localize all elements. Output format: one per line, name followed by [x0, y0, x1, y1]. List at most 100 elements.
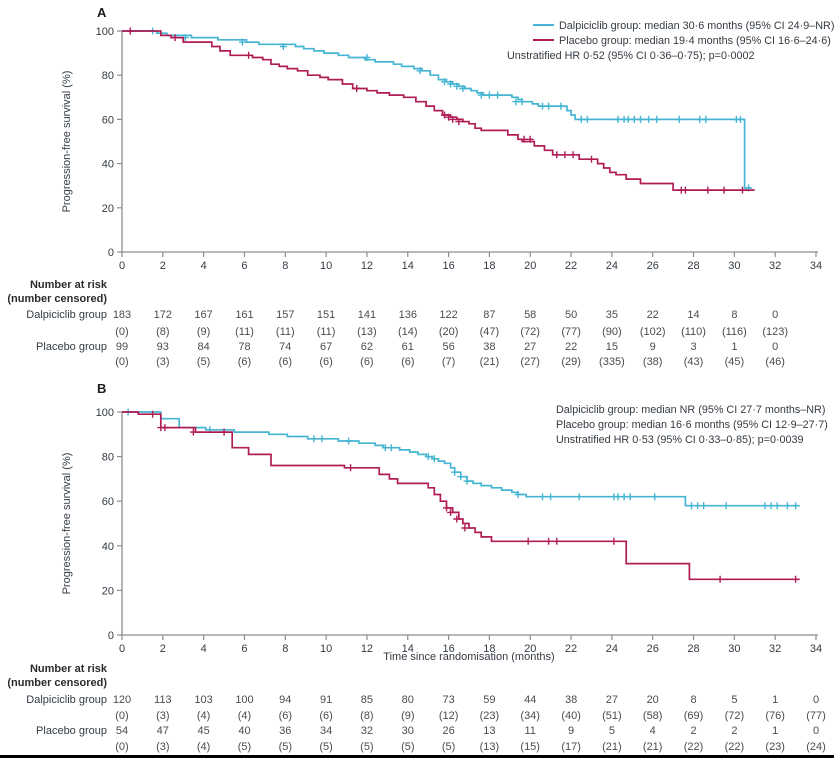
hr-annotation: Unstratified HR 0·52 (95% CI 0·36–0·75);… — [507, 50, 755, 62]
censor-mark-dalpiciclib — [737, 115, 744, 123]
risk-cell-n: 0 — [772, 309, 779, 321]
risk-cell-censored: (13) — [479, 741, 500, 753]
risk-cell-censored: (21) — [602, 741, 622, 753]
censor-mark-placebo — [453, 515, 461, 523]
censor-mark-placebo — [588, 155, 595, 163]
risk-cell-censored: (11) — [275, 326, 295, 338]
risk-cell-n: 36 — [279, 725, 292, 737]
risk-cell-n: 56 — [442, 341, 455, 353]
risk-cell-n: 172 — [153, 309, 172, 321]
risk-cell-n: 59 — [483, 694, 496, 706]
risk-cell-censored: (102) — [639, 326, 666, 338]
censor-mark-dalpiciclib — [637, 115, 644, 123]
censor-mark-dalpiciclib — [577, 115, 585, 123]
svg-text:18: 18 — [483, 643, 495, 655]
risk-cell-n: 15 — [605, 341, 619, 353]
risk-cell-n: 9 — [568, 725, 575, 737]
censor-mark-dalpiciclib — [539, 102, 546, 110]
censor-mark-placebo — [569, 151, 577, 159]
censor-mark-dalpiciclib — [310, 435, 318, 443]
legend-item: Placebo group: median 19·4 months (95% C… — [533, 34, 834, 49]
svg-text:100: 100 — [96, 26, 114, 38]
risk-cell-censored: (69) — [683, 710, 704, 722]
censor-mark-placebo — [245, 51, 253, 59]
svg-text:20: 20 — [524, 260, 536, 272]
risk-cell-n: 183 — [112, 309, 132, 321]
risk-cell-n: 47 — [156, 725, 169, 737]
censor-mark-placebo — [716, 575, 724, 583]
risk-cell-censored: (20) — [438, 326, 459, 338]
risk-cell-n: 5 — [731, 694, 738, 706]
censor-mark-dalpiciclib — [630, 115, 638, 123]
risk-cell-censored: (0) — [115, 356, 129, 368]
svg-text:30: 30 — [728, 260, 740, 272]
risk-cell-n: 2 — [731, 725, 738, 737]
censor-mark-dalpiciclib — [453, 82, 461, 90]
svg-text:16: 16 — [442, 260, 454, 272]
risk-cell-censored: (21) — [479, 356, 500, 368]
censor-mark-dalpiciclib — [783, 502, 791, 510]
svg-text:8: 8 — [282, 260, 288, 272]
censor-mark-placebo — [161, 424, 169, 432]
censor-mark-placebo — [443, 504, 450, 512]
svg-text:20: 20 — [524, 643, 536, 655]
risk-cell-censored: (5) — [360, 741, 374, 753]
censor-mark-placebo — [704, 186, 712, 194]
censor-mark-placebo — [792, 575, 800, 583]
censor-mark-dalpiciclib — [645, 115, 653, 123]
risk-cell-censored: (14) — [398, 326, 418, 338]
censor-mark-dalpiciclib — [792, 502, 800, 510]
risk-cell-n: 35 — [605, 309, 619, 321]
risk-cell-censored: (23) — [479, 710, 500, 722]
censor-mark-placebo — [610, 537, 618, 545]
risk-cell-censored: (72) — [724, 710, 745, 722]
censor-mark-placebo — [739, 186, 746, 194]
censor-mark-dalpiciclib — [700, 502, 708, 510]
risk-cell-n: 8 — [690, 694, 697, 706]
risk-cell-censored: (45) — [724, 356, 745, 368]
risk-cell-n: 80 — [401, 694, 414, 706]
risk-cell-censored: (17) — [561, 741, 581, 753]
risk-cell-n: 67 — [319, 341, 333, 353]
risk-cell-censored: (9) — [196, 326, 211, 338]
svg-text:24: 24 — [606, 260, 618, 272]
risk-cell-censored: (0) — [115, 741, 129, 753]
censor-mark-dalpiciclib — [447, 80, 455, 88]
risk-cell-censored: (5) — [237, 741, 252, 753]
risk-cell-censored: (5) — [441, 741, 456, 753]
risk-header-line1: Number at risk — [29, 663, 107, 675]
censor-mark-placebo — [526, 135, 534, 143]
risk-row-label-placebo: Placebo group — [36, 341, 107, 353]
risk-cell-n: 1 — [772, 725, 779, 737]
censor-mark-dalpiciclib — [626, 493, 634, 501]
risk-header-line2: (number censored) — [7, 677, 107, 689]
svg-text:0: 0 — [119, 260, 125, 272]
risk-cell-censored: (90) — [602, 326, 622, 338]
svg-text:24: 24 — [606, 643, 618, 655]
risk-cell-censored: (72) — [520, 326, 540, 338]
censor-mark-placebo — [353, 85, 361, 92]
risk-cell-n: 27 — [605, 694, 619, 706]
svg-text:80: 80 — [102, 70, 114, 82]
censor-mark-dalpiciclib — [614, 493, 622, 501]
risk-cell-censored: (47) — [479, 326, 500, 338]
risk-cell-censored: (12) — [438, 710, 459, 722]
risk-cell-n: 22 — [646, 309, 659, 321]
placebo-line-swatch-icon — [533, 39, 554, 41]
risk-cell-censored: (6) — [278, 356, 293, 368]
svg-text:60: 60 — [102, 496, 114, 508]
risk-cell-censored: (22) — [724, 741, 745, 753]
svg-text:4: 4 — [201, 643, 207, 655]
risk-cell-censored: (8) — [360, 710, 374, 722]
risk-cell-n: 3 — [690, 341, 697, 353]
risk-cell-n: 38 — [483, 341, 496, 353]
risk-cell-censored: (0) — [115, 326, 129, 338]
svg-text:40: 40 — [102, 541, 114, 553]
y-axis-title: Progression-free survival (%) — [61, 71, 73, 213]
legend-text-placebo: Placebo group: median 19·4 months (95% C… — [559, 35, 831, 47]
censor-mark-dalpiciclib — [512, 98, 520, 106]
risk-cell-censored: (15) — [520, 741, 540, 753]
svg-text:4: 4 — [201, 260, 207, 272]
risk-cell-n: 4 — [649, 725, 656, 737]
